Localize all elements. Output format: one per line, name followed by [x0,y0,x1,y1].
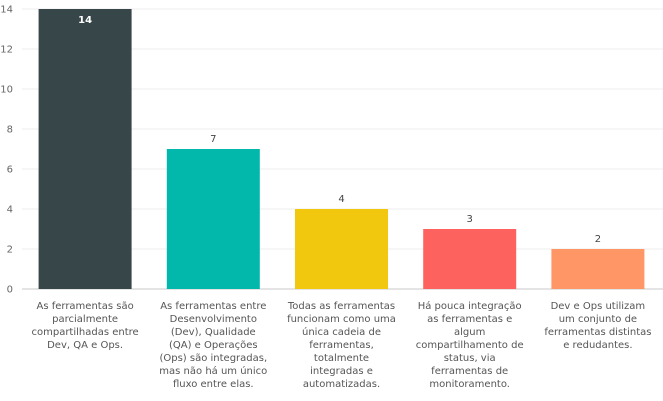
bar [166,149,260,289]
bar [38,9,132,289]
x-tick-label: Há pouca integração as ferramentas e alg… [415,301,524,390]
y-tick-label: 2 [7,245,13,256]
data-label: 4 [338,194,344,205]
y-tick-label: 0 [7,285,13,296]
bar [295,209,388,289]
y-tick-label: 4 [7,205,13,216]
data-label: 3 [467,214,473,225]
y-tick-label: 8 [7,125,13,136]
data-label: 2 [595,234,601,245]
x-tick-label: Todas as ferramentas funcionam como uma … [287,301,396,390]
x-tick-label: Dev e Ops utilizam um conjunto de ferram… [544,301,652,351]
data-label: 14 [78,15,92,26]
x-tick-label: As ferramentas são parcialmente comparti… [31,301,139,351]
data-label: 7 [210,134,216,145]
y-tick-label: 6 [7,165,13,176]
y-tick-label: 10 [0,85,13,96]
bar [551,249,645,289]
x-tick-label: As ferramentas entre Desenvolvimento (De… [159,301,268,390]
bar [423,229,517,289]
y-tick-label: 14 [0,5,13,16]
y-tick-label: 12 [0,45,13,56]
